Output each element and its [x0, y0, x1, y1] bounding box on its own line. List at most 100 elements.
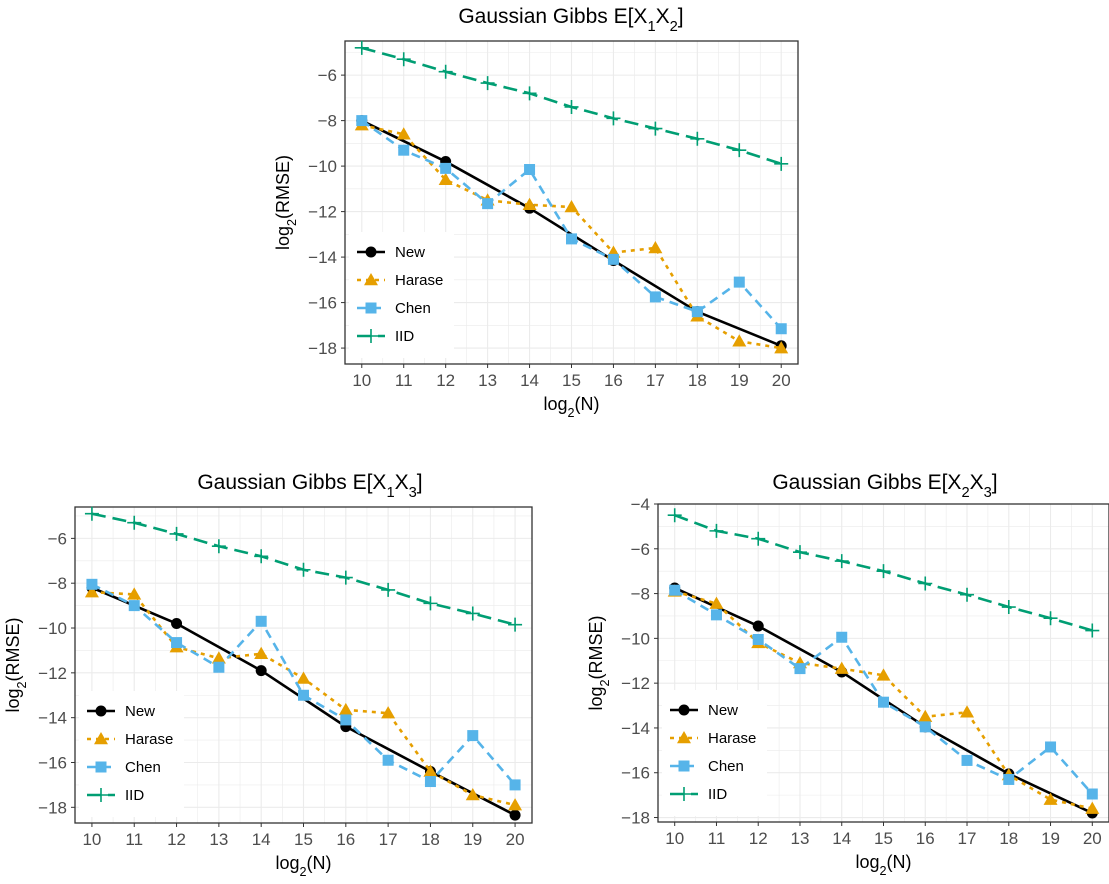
data-point-harase — [381, 706, 396, 719]
chart-title-part: ] — [678, 5, 684, 28]
chart-panel-1: 10 11 12 13 14 15 16 17 18 19 20−18−16−14−12−10−8−… — [273, 5, 799, 420]
data-point-chen — [566, 233, 577, 245]
x-tick-label: 12 — [167, 830, 186, 849]
x-tick-label: 10 — [352, 371, 371, 390]
data-point-harase — [732, 334, 747, 347]
x-axis-label-part: 2 — [568, 406, 575, 420]
x-tick-label: 16 — [916, 829, 935, 848]
data-point-iid — [381, 582, 396, 597]
chart-title-part: X — [970, 471, 984, 494]
legend-key-marker — [94, 732, 108, 745]
y-axis-label-part: (RMSE) — [273, 155, 293, 219]
legend: New Harase Chen IID — [79, 691, 184, 817]
x-tick-label: 14 — [252, 830, 271, 849]
data-point-harase — [648, 240, 663, 254]
data-point-harase — [876, 668, 891, 681]
y-axis-label-part: 2 — [285, 219, 299, 226]
chart-title: Gaussian Gibbs E[X1X3] — [197, 471, 422, 501]
y-tick-label: −14 — [308, 248, 337, 267]
y-tick-label: −12 — [621, 674, 650, 693]
legend-key-marker — [678, 760, 690, 772]
legend-key-marker — [677, 731, 691, 744]
data-point-harase — [522, 197, 537, 211]
series-iid — [84, 506, 523, 632]
data-point-iid — [918, 576, 933, 591]
data-point-chen — [919, 721, 931, 733]
x-tick-label: 18 — [999, 829, 1018, 848]
x-tick-label: 15 — [562, 371, 581, 390]
x-axis-label: log2(N) — [855, 852, 911, 878]
data-point-iid — [296, 562, 311, 577]
x-tick-label: 11 — [395, 371, 413, 390]
chart-panel-3: 10 11 12 13 14 15 16 17 18 19 20 −18 −16 −14 −12 −10 −8 −… — [586, 471, 1109, 878]
data-point-chen — [878, 696, 889, 708]
y-axis-label-part: log — [3, 688, 23, 712]
x-tick-label: 20 — [506, 830, 525, 849]
x-tick-label: 11 — [708, 829, 726, 848]
chart-title-part: 2 — [670, 19, 678, 35]
x-tick-label: 15 — [294, 830, 313, 849]
data-point-chen — [213, 661, 225, 673]
data-point-chen — [128, 600, 140, 612]
legend-label: IID — [125, 787, 144, 804]
y-tick-label: −12 — [38, 664, 67, 683]
x-tick-label: 15 — [874, 829, 893, 848]
data-point-iid — [606, 111, 621, 126]
y-tick-label: −4 — [631, 495, 650, 514]
x-tick-label: 17 — [379, 830, 398, 849]
y-tick-label: −10 — [308, 157, 337, 176]
data-point-iid — [508, 617, 523, 632]
data-point-chen — [171, 637, 183, 649]
data-point-chen — [467, 730, 479, 742]
data-point-iid — [648, 121, 663, 136]
data-point-iid — [876, 564, 891, 579]
x-tick-label: 17 — [958, 829, 977, 848]
y-tick-label: −18 — [621, 809, 650, 828]
x-axis-label: log2(N) — [275, 853, 331, 879]
data-point-harase — [774, 341, 789, 354]
data-point-iid — [480, 76, 495, 91]
x-axis-label-part: log — [855, 852, 879, 872]
data-point-iid — [522, 86, 537, 101]
grid — [345, 41, 798, 364]
data-point-iid — [169, 526, 184, 541]
data-point-iid — [211, 539, 226, 554]
legend-key-marker — [678, 704, 690, 716]
data-point-iid — [84, 506, 99, 521]
legend: New Harase Chen IID — [349, 232, 454, 358]
legend-key-marker — [365, 302, 377, 314]
data-point-chen — [482, 198, 494, 210]
y-tick-label: −8 — [318, 112, 337, 131]
data-point-chen — [669, 584, 681, 596]
legend-label: Harase — [125, 731, 173, 748]
data-point-harase — [211, 651, 226, 664]
data-point-chen — [524, 164, 536, 176]
data-point-chen — [382, 754, 394, 766]
data-point-chen — [961, 754, 973, 766]
y-tick-label: −6 — [318, 66, 337, 85]
x-axis-label-part: (N) — [887, 852, 912, 872]
data-point-harase — [1043, 792, 1058, 805]
x-tick-label: 19 — [1041, 829, 1060, 848]
series-chen — [86, 578, 521, 791]
legend-label: New — [395, 244, 425, 261]
x-axis-label-part: 2 — [880, 864, 887, 878]
legend-label: Chen — [125, 759, 161, 776]
x-tick-label: 20 — [1083, 829, 1102, 848]
data-point-chen — [710, 609, 722, 621]
x-tick-label: 19 — [730, 371, 749, 390]
y-axis-label-part: (RMSE) — [3, 617, 23, 681]
data-point-harase — [465, 787, 480, 801]
data-point-harase — [834, 661, 849, 674]
legend: New Harase Chen IID — [662, 690, 767, 816]
data-point-harase — [1085, 801, 1100, 814]
data-point-iid — [1085, 623, 1100, 638]
legend-label: New — [708, 702, 738, 719]
x-tick-label: 10 — [665, 829, 684, 848]
data-point-iid — [751, 531, 766, 546]
chart-title-part: X — [656, 5, 670, 28]
legend-label: Harase — [708, 730, 756, 747]
data-point-chen — [440, 162, 452, 174]
data-point-chen — [1045, 741, 1057, 753]
data-point-iid — [774, 156, 789, 171]
